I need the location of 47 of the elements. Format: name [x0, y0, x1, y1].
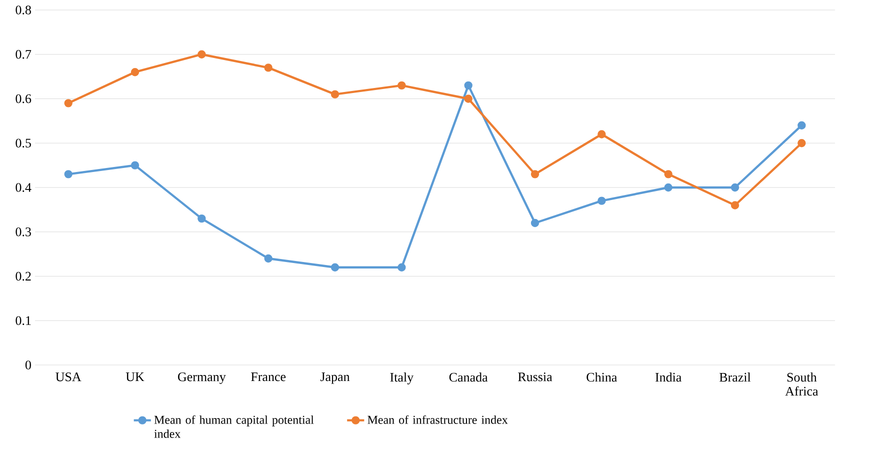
y-tick-label: 0.5: [16, 138, 31, 148]
point: [464, 94, 472, 103]
y-tick-label: 0.1: [16, 316, 31, 326]
point: [398, 263, 406, 272]
point: [330, 90, 340, 98]
point: [664, 170, 672, 178]
point: [730, 201, 740, 210]
point: [64, 170, 72, 178]
point: [264, 64, 272, 72]
point: [130, 161, 140, 170]
point: [330, 263, 340, 272]
point: [464, 81, 472, 90]
point: [198, 50, 206, 58]
point: [264, 254, 272, 263]
point: [530, 218, 540, 228]
x-tick-label: India: [655, 372, 682, 382]
point: [64, 99, 72, 108]
legend-label: Mean of human capital potential index: [154, 415, 314, 438]
y-tick-label: 0.2: [16, 272, 31, 281]
x-tick-label: France: [251, 372, 286, 382]
point: [730, 183, 740, 192]
y-tick-label: 0.6: [16, 94, 32, 104]
y-tick-label: 0.8: [16, 6, 31, 14]
legend-label: Mean of infrastructure index: [368, 415, 508, 424]
point: [798, 139, 806, 148]
x-tick-label: Canada: [449, 372, 488, 382]
point: [198, 214, 206, 223]
point: [664, 183, 672, 192]
y-tick-label: 0.3: [16, 227, 31, 236]
x-tick-label: Germany: [178, 372, 226, 384]
x-tick-label: Brazil: [719, 372, 751, 382]
x-tick-label: South Africa: [785, 372, 818, 396]
x-tick-label: UK: [126, 372, 144, 382]
x-tick-label: USA: [56, 372, 82, 382]
x-tick-label: Italy: [390, 372, 414, 384]
point: [798, 121, 806, 130]
x-tick-label: China: [586, 372, 618, 382]
point: [598, 130, 606, 138]
y-tick-label: 0.4: [16, 183, 32, 192]
point: [530, 170, 540, 178]
x-tick-label: Japan: [320, 372, 350, 384]
point: [130, 68, 140, 76]
point: [398, 81, 406, 90]
point: [598, 196, 606, 205]
y-tick-label: 0: [25, 360, 31, 370]
y-tick-label: 0.7: [16, 50, 32, 59]
x-tick-label: Russia: [518, 372, 552, 382]
